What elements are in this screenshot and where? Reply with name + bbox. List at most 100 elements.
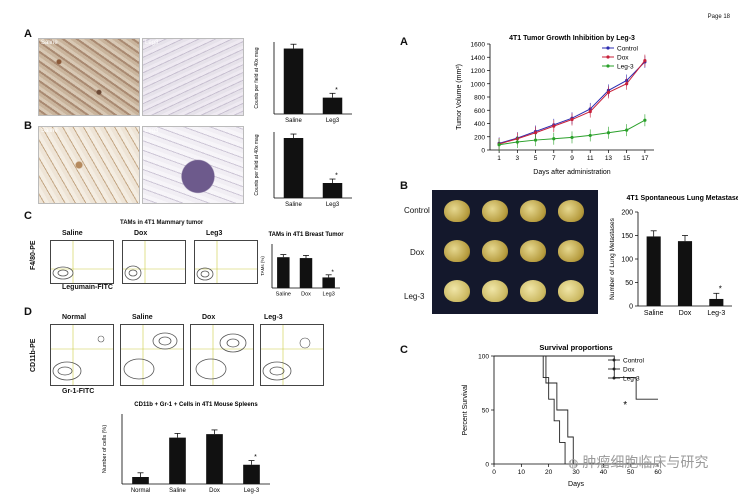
data-point xyxy=(497,143,501,147)
lung-specimen xyxy=(444,240,470,262)
significance-star: * xyxy=(335,173,338,180)
data-point xyxy=(643,118,647,122)
lung-specimen xyxy=(444,280,470,302)
significance-star: * xyxy=(623,400,627,411)
watermark: ◍ 肿瘤细胞临床与研究 xyxy=(568,452,708,472)
data-point xyxy=(533,138,538,142)
legend-label: Leg-3 xyxy=(623,376,640,383)
lung-specimen xyxy=(520,200,546,222)
lung-specimen xyxy=(482,240,508,262)
tumor-growth-line-chart: 4T1 Tumor Growth Inhibition by Leg-3 0 200… xyxy=(456,35,654,176)
data-point xyxy=(643,58,647,63)
survival-curve xyxy=(494,355,574,464)
left-panel-b-letter: B xyxy=(24,120,32,132)
bar xyxy=(299,258,313,288)
data-point xyxy=(606,131,611,135)
left-panel-c-letter: C xyxy=(24,210,32,222)
survival-chart: Survival proportions 0 50 100 0 10 20 30 40 50 60 D… xyxy=(462,343,662,488)
chart-title: 4T1 Tumor Growth Inhibition by Leg-3 xyxy=(509,35,635,42)
bar xyxy=(322,277,335,288)
x-tick-label: Saline xyxy=(285,202,302,208)
bar xyxy=(132,477,149,484)
y-tick-label: 1200 xyxy=(471,68,486,75)
x-tick-label: 60 xyxy=(654,469,662,476)
significance-star: * xyxy=(719,284,722,293)
y-tick-label: 1600 xyxy=(471,42,486,49)
y-tick-label: 1400 xyxy=(471,55,486,62)
left-a-bar-chart: Saline Leg3 * Counts per field at 40x mag xyxy=(254,42,352,124)
significance-star: * xyxy=(335,87,338,94)
lung-specimen xyxy=(520,280,546,302)
x-tick-label: 20 xyxy=(545,469,553,476)
panel-c-title: TAMs in 4T1 Mammary tumor xyxy=(120,220,204,226)
x-tick-label: Leg3 xyxy=(323,292,335,298)
bar xyxy=(277,257,290,288)
bar xyxy=(709,298,724,306)
significance-star: * xyxy=(331,269,334,276)
flow-plot-d-normal xyxy=(50,324,114,386)
significance-star: * xyxy=(254,454,257,461)
x-tick-label: 3 xyxy=(516,155,520,162)
micrograph-a-saline: Saline xyxy=(38,38,140,116)
x-tick-label: Normal xyxy=(131,488,150,494)
flow-d-xaxis: Gr-1-FITC xyxy=(62,388,95,395)
x-tick-label: 5 xyxy=(534,155,538,162)
legend-marker xyxy=(606,55,610,59)
legend-marker xyxy=(612,376,616,380)
bar xyxy=(206,434,223,484)
right-panel-a-letter: A xyxy=(400,36,408,48)
legend-label: Dox xyxy=(617,55,629,62)
lung-specimen xyxy=(482,280,508,302)
y-tick-label: 0 xyxy=(485,462,489,469)
y-tick-label: 0 xyxy=(481,148,485,155)
y-tick-label: 150 xyxy=(621,233,633,240)
y-tick-label: 1000 xyxy=(471,81,486,88)
bar xyxy=(283,138,304,198)
data-point xyxy=(625,128,629,132)
x-tick-label: 30 xyxy=(572,469,580,476)
y-tick-label: 800 xyxy=(474,95,485,102)
legend-marker xyxy=(606,46,610,50)
micrograph-label: Saline xyxy=(41,128,58,134)
data-point xyxy=(625,82,629,86)
micrograph-a-leg3: Leg3 xyxy=(142,38,244,116)
y-tick-label: 400 xyxy=(474,121,485,128)
lung-row-label: Leg-3 xyxy=(404,292,425,301)
x-tick-label: Dox xyxy=(679,310,692,317)
flow-d-yaxis: CD11b-PE xyxy=(30,338,37,372)
bar xyxy=(169,437,186,484)
flow-c-col-label: Saline xyxy=(62,230,83,237)
x-tick-label: Saline xyxy=(169,488,186,494)
legend-label: Dox xyxy=(623,367,635,374)
flow-c-xaxis: Legumain-FITC xyxy=(62,284,113,291)
lung-specimen xyxy=(558,280,584,302)
flow-plot-d-dox xyxy=(190,324,254,386)
flow-plot-d-leg3 xyxy=(260,324,324,386)
micrograph-label: Leg3 xyxy=(145,128,159,134)
flow-c-yaxis: F4/80-PE xyxy=(30,240,37,270)
y-tick-label: 50 xyxy=(482,408,490,415)
watermark-text: 肿瘤细胞临床与研究 xyxy=(582,454,709,470)
y-axis-label: Counts per field at 40x mag xyxy=(254,134,260,195)
lung-specimen xyxy=(444,200,470,222)
left-b-bar-chart: Saline Leg3 * Counts per field at 40x mag xyxy=(254,132,352,208)
data-point xyxy=(552,137,556,141)
x-tick-label: 50 xyxy=(627,469,635,476)
x-tick-label: 7 xyxy=(552,155,556,162)
wechat-icon: ◍ xyxy=(568,456,579,470)
x-axis-label: Days after administration xyxy=(533,169,611,176)
right-panel-b-letter: B xyxy=(400,180,408,192)
flow-plot-c-saline xyxy=(50,240,114,284)
lung-row-label: Control xyxy=(404,206,430,215)
x-tick-label: Leg3 xyxy=(326,202,340,208)
x-tick-label: 10 xyxy=(518,469,526,476)
flow-c-col-label: Leg3 xyxy=(206,230,223,237)
chart-title: 4T1 Spontaneous Lung Metastases xyxy=(626,195,738,202)
data-point xyxy=(588,133,592,138)
y-tick-label: 50 xyxy=(625,280,633,287)
flow-plot-c-leg3 xyxy=(194,240,258,284)
y-axis-label: Counts per field at 40x mag xyxy=(254,47,260,108)
x-tick-label: 15 xyxy=(623,155,631,162)
y-axis-label: TAMs (%) xyxy=(260,256,265,276)
y-tick-label: 600 xyxy=(474,108,485,115)
